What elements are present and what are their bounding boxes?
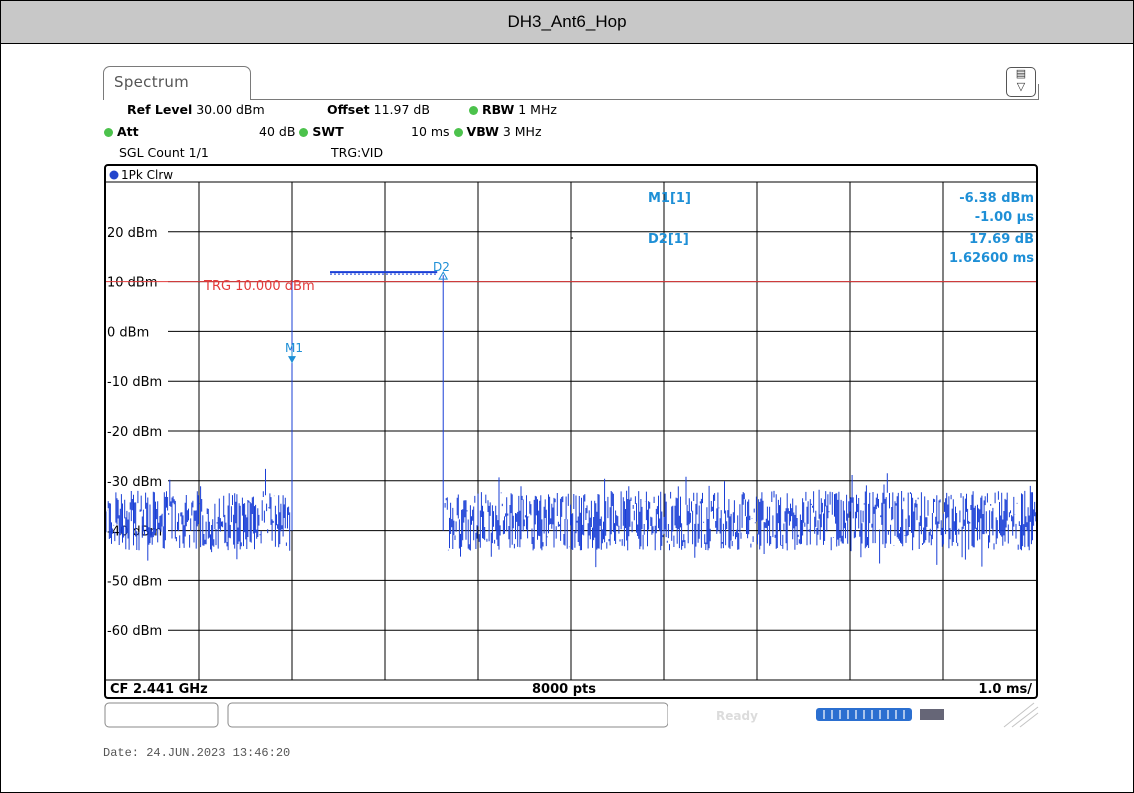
y-tick-label: -30 dBm [107, 475, 162, 490]
d2-marker-tag: D2 [433, 260, 450, 274]
ref-level-value: 30.00 dBm [196, 102, 265, 117]
y-tick-label-bg [106, 323, 168, 339]
trg-mode: TRG:VID [331, 145, 384, 160]
trace-indicator-icon [109, 170, 119, 180]
y-tick-label-bg [106, 622, 168, 638]
page-title: DH3_Ant6_Hop [1, 1, 1133, 44]
status-field-2[interactable] [227, 702, 669, 728]
swt-status-dot [299, 128, 309, 137]
d2-readout-time: 1.62600 ms [949, 251, 1034, 266]
att-label: Att [116, 124, 139, 139]
tab-divider [251, 99, 1039, 100]
d2-readout-value: 17.69 dB [969, 232, 1034, 247]
ref-level-row: Ref Level 30.00 dBm [127, 102, 265, 117]
y-tick-label: -20 dBm [107, 425, 162, 440]
vbw-label: VBW [466, 124, 499, 139]
resize-grip-icon [1003, 702, 1039, 728]
att-status-dot [104, 128, 113, 137]
grid [106, 182, 1036, 680]
m1-readout-time: -1.00 µs [975, 210, 1035, 225]
status-bar: Ready [104, 701, 1040, 731]
chart-svg: 1Pk Clrw 20 dBm 10 dBm 0 dBm -10 dBm -20 dBm… [105, 168, 1037, 697]
spectrum-graph[interactable]: 1Pk Clrw 20 dBm 10 dBm 0 dBm -10 dBm -20 dBm… [104, 164, 1038, 699]
swt-value: 10 ms [411, 124, 450, 139]
trace-noise [105, 468, 1037, 568]
trace-label: 1Pk Clrw [121, 168, 173, 182]
noise-floor-segment [105, 468, 291, 561]
y-tick-label: 10 dBm [107, 276, 158, 291]
y-tick-label: -50 dBm [107, 574, 162, 589]
y-tick-label: 20 dBm [107, 226, 158, 241]
y-tick-label: -10 dBm [107, 375, 162, 390]
offset-value: 11.97 dB [373, 102, 430, 117]
time-per-division: 1.0 ms/ [978, 682, 1032, 697]
offset-label: Offset [327, 102, 370, 117]
status-field-1[interactable] [104, 702, 219, 728]
att-row: Att [104, 124, 139, 139]
rbw-value: 1 MHz [518, 102, 557, 117]
tab-spectrum[interactable]: Spectrum [103, 66, 251, 100]
toolbar-menu-icon[interactable]: ▤ ▽ [1006, 67, 1036, 97]
y-tick-label-bg [106, 572, 168, 588]
y-tick-label-bg [106, 472, 168, 488]
y-tick-label-bg [106, 373, 168, 389]
vbw-value: 3 MHz [502, 124, 542, 139]
swt-label: SWT [312, 124, 344, 139]
center-frequency: CF 2.441 GHz [110, 682, 208, 697]
m1-marker-tag: M1 [285, 341, 303, 355]
rbw-label: RBW [481, 102, 515, 117]
ready-status: Ready [716, 709, 758, 723]
swt-value-row: 10 ms VBW 3 MHz [411, 124, 542, 139]
rbw-status-dot [469, 106, 478, 115]
trigger-label: TRG 10.000 dBm [203, 279, 315, 294]
vbw-status-dot [453, 128, 463, 137]
m1-readout-value: -6.38 dBm [959, 191, 1034, 206]
y-tick-label-bg [106, 223, 168, 239]
ref-level-label: Ref Level [127, 102, 193, 117]
tab-divider-right [1038, 84, 1039, 100]
capture-date: Date: 24.JUN.2023 13:46:20 [103, 746, 291, 760]
sweep-points: 8000 pts [532, 682, 596, 697]
m1-marker-icon [288, 356, 296, 364]
y-tick-label-bg [106, 423, 168, 438]
y-tick-label: -60 dBm [107, 624, 162, 639]
d2-marker-icon [438, 271, 449, 280]
progress-icon [816, 708, 944, 721]
trace-marks [106, 237, 1036, 531]
noise-floor-segment [444, 473, 1037, 568]
d2-readout-name: D2[1] [648, 232, 689, 247]
m1-readout-name: M1[1] [648, 191, 691, 206]
offset-row: Offset 11.97 dB [327, 102, 430, 117]
y-tick-label: 0 dBm [107, 325, 149, 340]
sgl-count: SGL Count 1/1 [119, 145, 209, 160]
att-value: 40 dB [259, 124, 296, 139]
rbw-row: RBW 1 MHz [469, 102, 557, 117]
att-value-row: 40 dB SWT [259, 124, 344, 139]
